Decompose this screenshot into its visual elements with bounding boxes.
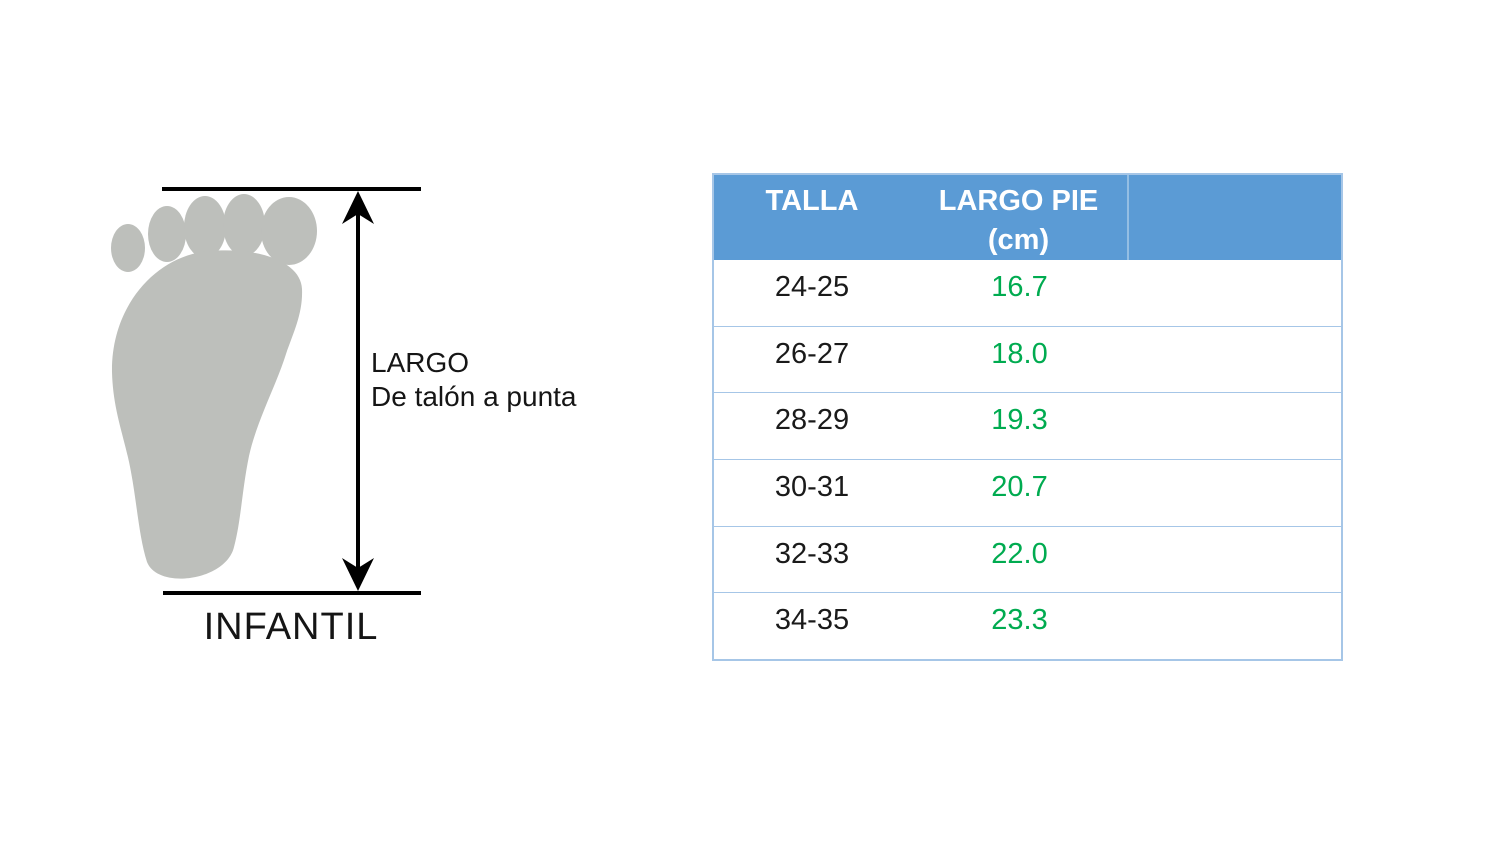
header-cell-empty [1129, 175, 1341, 260]
header-talla-label: TALLA [765, 185, 859, 217]
toe-shape [184, 196, 226, 258]
talla-cell: 26-27 [774, 337, 850, 370]
empty-cell [1129, 460, 1341, 526]
header-largo-pie-label: LARGO PIE [938, 185, 1099, 217]
talla-cell: 28-29 [774, 404, 850, 437]
header-cell-largo-pie: LARGO PIE (cm) [910, 175, 1129, 260]
talla-cell: 34-35 [774, 604, 850, 637]
size-table-body: 24-25 16.7 26-27 18.0 28-29 19.3 30-31 2… [714, 260, 1341, 659]
table-row: 26-27 18.0 [714, 327, 1341, 394]
toe-shape [111, 224, 145, 272]
arrow-up-head-icon [342, 191, 374, 224]
table-row: 34-35 23.3 [714, 593, 1341, 659]
largo-cell: 16.7 [991, 271, 1048, 303]
table-row: 32-33 22.0 [714, 527, 1341, 594]
table-row: 30-31 20.7 [714, 460, 1341, 527]
largo-cell: 23.3 [991, 604, 1048, 637]
length-measure-label-line2: De talón a punta [371, 381, 577, 412]
talla-cell: 30-31 [774, 471, 850, 504]
toe-shape [223, 194, 265, 256]
talla-cell: 32-33 [774, 537, 850, 570]
toe-shape [148, 206, 186, 262]
measurement-arrow [342, 191, 374, 591]
talla-cell: 24-25 [774, 271, 850, 303]
largo-cell: 20.7 [991, 471, 1048, 504]
length-measure-label: LARGO De talón a punta [371, 346, 577, 414]
size-table: TALLA LARGO PIE (cm) 24-25 16.7 26-27 18… [712, 173, 1343, 661]
header-largo-pie-unit: (cm) [987, 224, 1050, 256]
foot-sole-shape [111, 250, 303, 579]
diagram-caption: INFANTIL [203, 606, 379, 648]
header-cell-talla: TALLA [714, 175, 910, 260]
largo-cell: 18.0 [991, 337, 1048, 370]
empty-cell [1129, 327, 1341, 393]
empty-cell [1129, 260, 1341, 326]
largo-cell: 22.0 [991, 537, 1048, 570]
table-row: 28-29 19.3 [714, 393, 1341, 461]
empty-cell [1129, 527, 1341, 593]
length-measure-label-line1: LARGO [371, 347, 470, 378]
empty-cell [1129, 393, 1341, 459]
arrow-down-head-icon [342, 558, 374, 591]
largo-cell: 19.3 [991, 404, 1048, 437]
big-toe-shape [261, 197, 317, 265]
empty-cell [1129, 593, 1341, 659]
table-row: 24-25 16.7 [714, 260, 1341, 327]
size-table-header: TALLA LARGO PIE (cm) [714, 175, 1341, 260]
footprint-illustration [111, 194, 317, 579]
